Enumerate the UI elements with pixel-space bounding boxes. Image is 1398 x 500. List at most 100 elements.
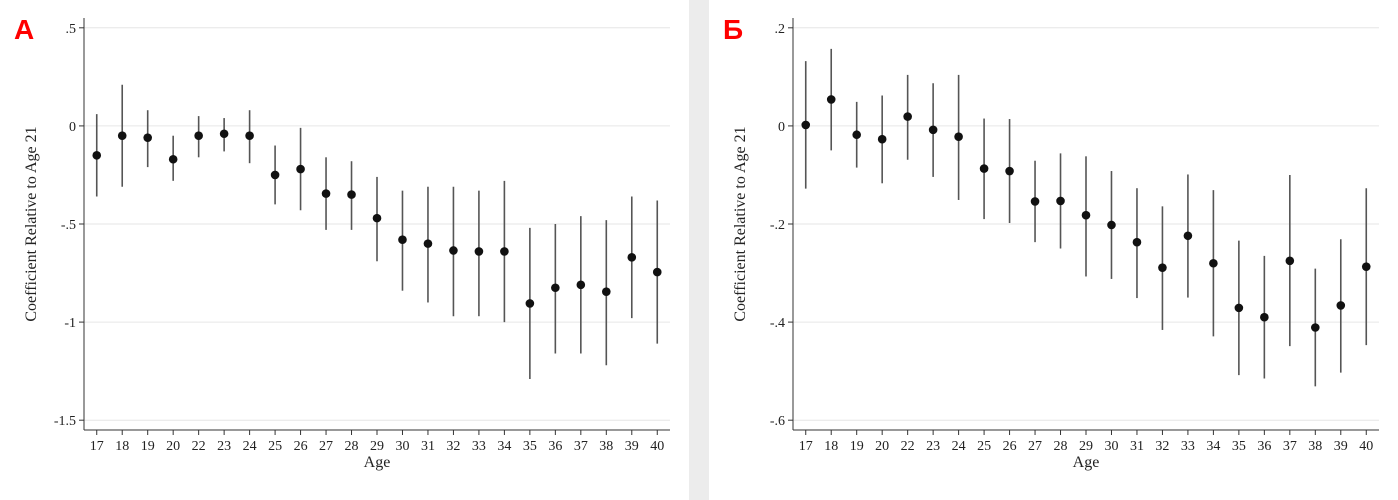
x-tick-label: 29 [1079,439,1093,454]
x-tick-label: 20 [875,439,889,454]
data-point [801,120,811,130]
x-tick-label: 27 [1028,439,1042,454]
y-axis-title: Coefficient Relative to Age 21 [732,126,749,321]
x-tick-label: 35 [1232,439,1246,454]
data-point [117,131,127,141]
y-tick-label: 0 [69,120,76,135]
y-tick-label: .5 [66,22,77,37]
x-tick-label: 27 [319,439,333,454]
panel-label: A [14,14,35,45]
data-point [1361,262,1371,271]
x-tick-label: 36 [548,439,562,454]
panel-label: Б [723,14,744,45]
x-tick-label: 31 [421,439,435,454]
data-point [551,283,560,293]
x-tick-label: 22 [192,439,206,454]
data-point [1005,166,1014,176]
x-tick-label: 25 [268,439,282,454]
data-point [576,280,586,290]
data-point [1336,301,1346,310]
y-tick-label: 0 [778,120,785,135]
x-tick-label: 24 [952,439,966,454]
x-tick-label: 19 [850,439,864,454]
y-tick-label: -.2 [770,218,785,233]
x-tick-label: 39 [1334,439,1348,454]
data-point [1158,263,1167,272]
x-tick-label: 19 [141,439,155,454]
x-tick-label: 28 [345,439,359,454]
x-tick-label: 38 [1308,439,1322,454]
data-point [826,95,836,104]
x-tick-label: 29 [370,439,384,454]
data-point [321,189,331,198]
data-point [296,164,305,174]
x-tick-label: 34 [497,439,511,454]
y-tick-label: -.4 [770,316,785,331]
x-tick-label: 37 [574,439,588,454]
chart-panel-b: Б .2 0 -.2 -.4 -.6 17 18 19 20 22 23 24 25 26 27 28 29 30… [709,0,1398,500]
x-tick-label: 18 [824,439,838,454]
data-point [372,213,382,223]
data-point [1234,303,1244,313]
data-point [449,246,458,255]
x-tick-label: 22 [901,439,915,454]
data-point [877,134,887,144]
data-point [852,130,861,140]
data-point [903,112,912,121]
y-tick-label: -1 [64,316,76,331]
x-tick-label: 40 [650,439,664,454]
x-tick-label: 39 [625,439,639,454]
data-point [1030,197,1040,206]
x-tick-label: 35 [523,439,537,454]
data-point [627,253,637,262]
x-tick-label: 34 [1206,439,1220,454]
data-point [1285,256,1295,266]
y-tick-label: -.6 [770,414,785,429]
x-axis-title: Age [364,454,391,471]
x-tick-label: 32 [446,439,460,454]
data-point [219,129,229,139]
x-tick-label: 26 [1003,439,1017,454]
x-tick-label: 40 [1359,439,1373,454]
data-point [92,151,102,160]
x-tick-label: 33 [472,439,486,454]
data-point [1056,196,1065,206]
x-tick-label: 28 [1054,439,1068,454]
x-tick-label: 20 [166,439,180,454]
data-point [398,235,407,244]
x-tick-label: 23 [217,439,231,454]
y-tick-label: -1.5 [54,414,76,429]
data-point [168,154,178,164]
chart-svg: .2 0 -.2 -.4 -.6 17 18 19 20 22 23 24 25 26 27 28 29 30 31… [732,18,1379,471]
data-point [1260,312,1269,322]
data-point [1183,231,1193,241]
data-point [1081,210,1091,220]
data-point [954,132,963,141]
data-point [1107,220,1116,230]
data-point [1209,258,1218,268]
chart-panel-a: A .5 0 -.5 -1 -1.5 17 18 19 20 22 23 24 25 26 27 28 29 30… [0,0,689,500]
x-tick-label: 17 [799,439,813,454]
x-tick-label: 33 [1181,439,1195,454]
data-point [143,133,152,142]
y-tick-label: -.5 [61,218,76,233]
x-tick-label: 36 [1257,439,1271,454]
data-point [652,267,662,277]
data-point [423,239,433,248]
y-tick-label: .2 [775,22,786,37]
data-point [500,247,509,256]
data-point [1132,237,1142,247]
y-axis-title: Coefficient Relative to Age 21 [23,126,40,321]
chart-svg: .5 0 -.5 -1 -1.5 17 18 19 20 22 23 24 25 26 27 28 29 30 31… [23,18,670,471]
x-tick-label: 17 [90,439,104,454]
x-tick-label: 18 [115,439,129,454]
data-point [525,299,535,308]
x-tick-label: 30 [1104,439,1118,454]
data-point [347,190,356,199]
x-tick-label: 32 [1155,439,1169,454]
x-tick-label: 38 [599,439,613,454]
data-point [928,125,938,135]
x-tick-label: 24 [243,439,257,454]
x-tick-label: 23 [926,439,940,454]
data-point [979,164,989,173]
